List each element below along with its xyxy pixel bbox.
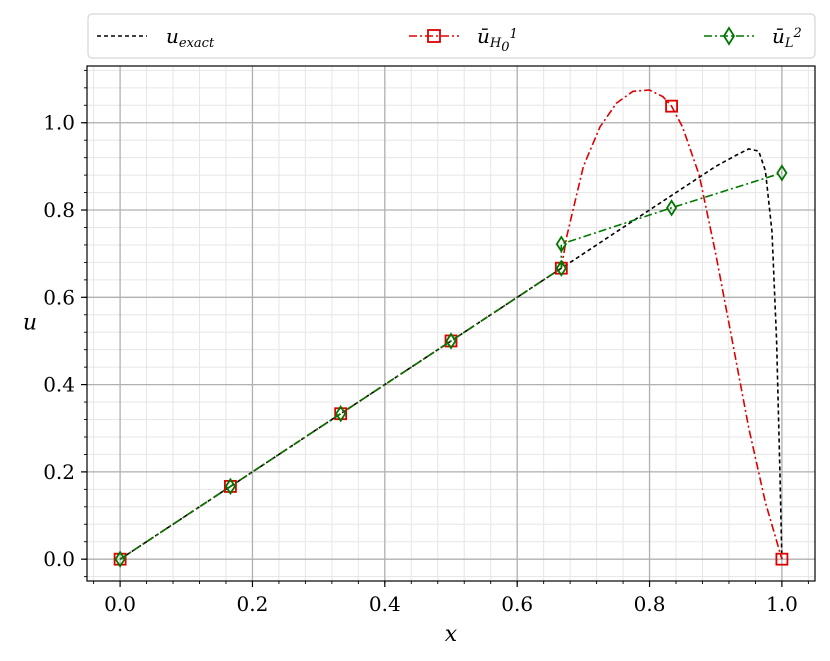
legend-label-h01: ūH01 [477, 24, 518, 55]
series-line-1 [119, 89, 783, 560]
x-tick-label: 0.2 [237, 592, 269, 616]
legend-entry-l2: ūL2 [704, 24, 802, 51]
x-tick-label: 1.0 [766, 592, 798, 616]
data-point-diamond [666, 199, 678, 217]
legend: uexact ūH01 ūL2 [87, 13, 816, 59]
data-point-diamond [555, 235, 567, 253]
y-tick-label: 0.4 [43, 373, 75, 397]
data-point-square [665, 99, 678, 113]
plot-frame [86, 65, 816, 582]
legend-entry-exact: uexact [97, 24, 215, 51]
legend-label-l2: ūL2 [772, 24, 802, 51]
legend-marker-square [427, 29, 441, 43]
legend-label-exact: uexact [166, 24, 215, 51]
data-point-diamond [224, 477, 236, 496]
y-tick-label: 0.8 [43, 198, 75, 222]
x-tick-label: 0.0 [104, 592, 136, 616]
y-tick-label: 0.6 [43, 285, 75, 309]
y-tick-label: 1.0 [43, 111, 75, 135]
x-tick-label: 0.6 [501, 592, 533, 616]
x-axis-label: x [445, 622, 458, 647]
tick-marks [81, 69, 809, 587]
series-layer [113, 89, 789, 568]
x-tick-labels: 0.0 0.2 0.4 0.6 0.8 1.0 [104, 592, 798, 616]
data-point-diamond [776, 164, 788, 182]
data-point-diamond [555, 259, 567, 277]
x-tick-label: 0.8 [634, 592, 666, 616]
legend-marker-diamond [722, 26, 736, 46]
y-axis-label: u [23, 311, 37, 336]
data-point-square [775, 552, 789, 566]
y-tick-label: 0.0 [43, 547, 75, 571]
series-line-0 [119, 148, 783, 560]
minor-grid [87, 66, 815, 581]
legend-box [87, 13, 816, 59]
series-line-2 [119, 172, 783, 560]
data-point-diamond [445, 332, 457, 350]
data-point-diamond [114, 550, 126, 568]
legend-entry-h01: ūH01 [409, 24, 518, 55]
y-tick-label: 0.2 [43, 460, 75, 484]
data-point-diamond [335, 405, 347, 423]
major-grid [87, 66, 815, 581]
y-tick-labels: 0.0 0.2 0.4 0.6 0.8 1.0 [43, 111, 75, 571]
x-tick-label: 0.4 [369, 592, 401, 616]
